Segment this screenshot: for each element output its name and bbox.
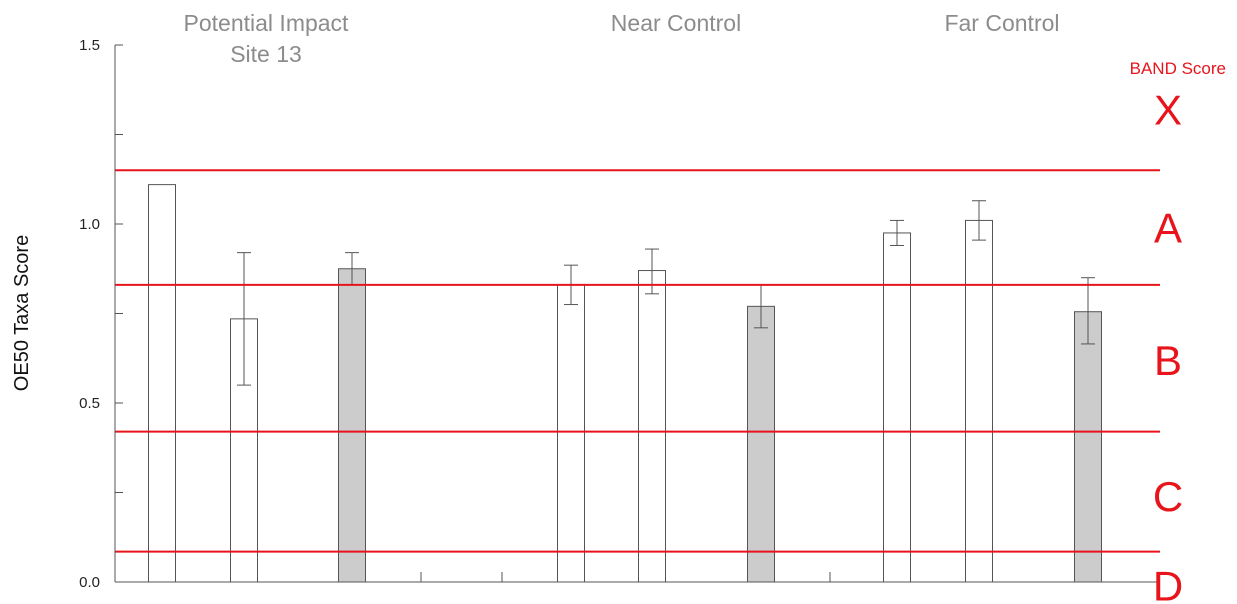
band-letter: C (1153, 473, 1183, 520)
bar (338, 268, 366, 583)
y-tick-label: 1.5 (79, 37, 100, 54)
band-letter: X (1154, 86, 1182, 133)
y-tick-label: 0.5 (79, 395, 100, 412)
bar (557, 284, 585, 583)
axes: 0.0 0.5 1.0 1.5 (79, 37, 1160, 591)
band-score-title: BAND Score (1130, 59, 1226, 78)
bar (1074, 311, 1102, 583)
band-letter: D (1153, 563, 1183, 604)
y-axis-title: OE50 Taxa Score (11, 235, 33, 391)
bar (747, 305, 775, 583)
bar (148, 184, 176, 583)
labels: Potential Impact Site 13 Near Control Far C… (184, 10, 1184, 604)
group-label: Site 13 (230, 41, 302, 67)
band-letter: B (1154, 337, 1182, 384)
bar (965, 219, 993, 583)
y-tick-label: 0.0 (79, 574, 100, 591)
band-letter: A (1154, 205, 1182, 252)
group-label: Near Control (611, 10, 741, 36)
group-label: Far Control (944, 10, 1059, 36)
band-threshold-lines (115, 169, 1160, 553)
y-tick-label: 1.0 (79, 216, 100, 233)
group-label: Potential Impact (184, 10, 350, 36)
bar (638, 270, 666, 583)
